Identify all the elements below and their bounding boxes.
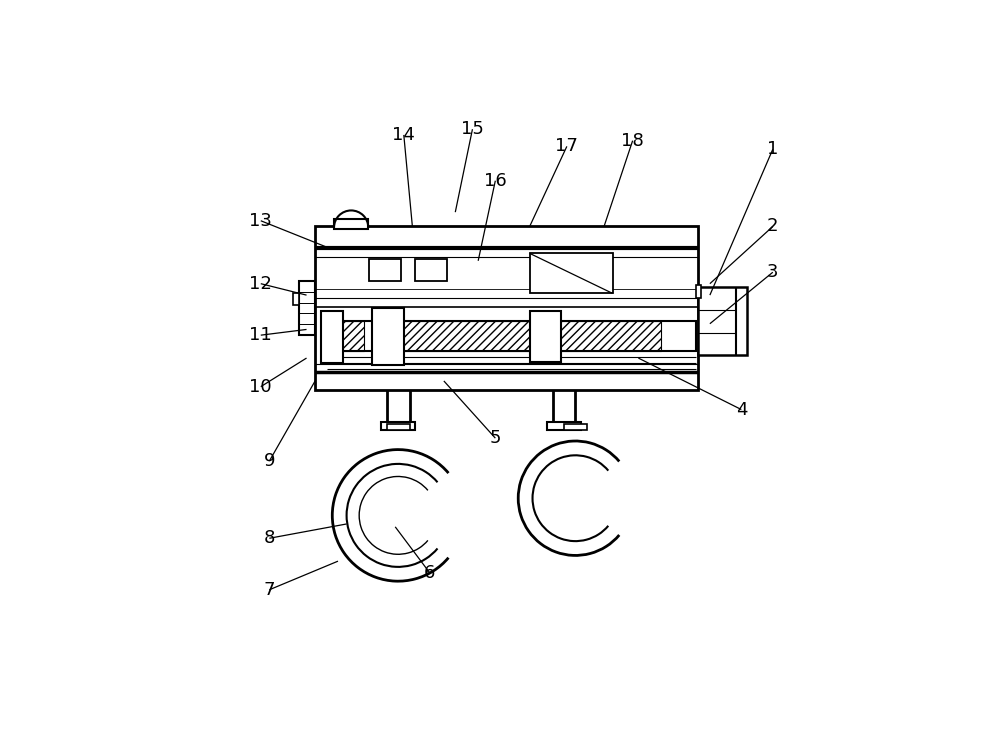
Bar bbox=[387, 424, 410, 429]
Text: 15: 15 bbox=[461, 120, 484, 138]
Text: 11: 11 bbox=[249, 326, 272, 344]
Text: 1: 1 bbox=[767, 140, 778, 158]
Text: 17: 17 bbox=[555, 137, 578, 155]
Bar bbox=[392, 321, 533, 351]
Text: 4: 4 bbox=[736, 400, 747, 418]
Bar bbox=[293, 293, 299, 305]
Bar bbox=[334, 219, 368, 230]
Text: 8: 8 bbox=[264, 529, 275, 548]
Bar bbox=[550, 321, 661, 351]
Text: 3: 3 bbox=[767, 263, 779, 282]
Text: 9: 9 bbox=[264, 452, 275, 470]
Text: 6: 6 bbox=[424, 564, 435, 582]
Bar bbox=[415, 259, 447, 281]
Text: 10: 10 bbox=[249, 377, 272, 396]
Bar bbox=[327, 321, 364, 351]
Text: 13: 13 bbox=[249, 212, 272, 230]
Text: 7: 7 bbox=[264, 581, 275, 599]
Bar bbox=[696, 285, 701, 298]
Bar bbox=[299, 281, 315, 335]
Bar bbox=[321, 311, 343, 363]
Bar bbox=[564, 424, 587, 429]
Text: 16: 16 bbox=[484, 172, 507, 189]
Text: 18: 18 bbox=[621, 132, 644, 149]
Bar bbox=[698, 287, 747, 355]
Text: 5: 5 bbox=[490, 429, 501, 447]
Bar bbox=[530, 253, 613, 293]
Bar bbox=[381, 422, 415, 429]
Text: 2: 2 bbox=[767, 218, 779, 236]
Text: 12: 12 bbox=[249, 275, 272, 293]
Text: 14: 14 bbox=[392, 126, 415, 144]
Bar bbox=[547, 422, 581, 429]
Bar bbox=[372, 308, 404, 365]
Bar bbox=[369, 259, 401, 281]
Bar bbox=[530, 311, 561, 362]
Bar bbox=[315, 227, 698, 389]
Bar bbox=[327, 321, 696, 351]
